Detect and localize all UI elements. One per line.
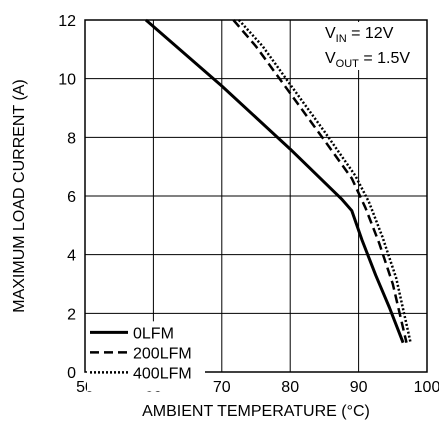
annotation-vout: VOUT = 1.5V: [325, 50, 410, 70]
y-tick-label-2: 2: [67, 306, 76, 323]
y-axis-label: MAXIMUM LOAD CURRENT (A): [11, 79, 28, 313]
series-line-0lfm: [144, 18, 405, 344]
x-tick-label-80: 80: [281, 379, 299, 396]
y-tick-label-8: 8: [67, 130, 76, 147]
series-layer: [144, 18, 412, 344]
x-tick-label-70: 70: [213, 379, 231, 396]
y-tick-label-10: 10: [58, 72, 76, 89]
annotation-vin: VIN = 12V: [325, 25, 394, 45]
x-axis-label: AMBIENT TEMPERATURE (°C): [142, 403, 370, 420]
y-tick-label-12: 12: [58, 13, 76, 30]
series-line-200lfm: [232, 19, 408, 343]
y-tick-label-0: 0: [67, 365, 76, 382]
legend-label-400lfm: 400LFM: [133, 365, 192, 382]
x-tick-label-100: 100: [414, 379, 439, 396]
grid: [85, 20, 427, 372]
legend: 0LFM 200LFM 400LFM: [87, 321, 205, 392]
legend-label-0lfm: 0LFM: [133, 325, 174, 342]
legend-label-200lfm: 200LFM: [133, 345, 192, 362]
plot-frame: [84, 19, 428, 373]
x-tick-label-90: 90: [350, 379, 368, 396]
y-tick-label-4: 4: [67, 248, 76, 265]
annotation-background: [318, 22, 424, 70]
y-tick-label-6: 6: [67, 189, 76, 206]
conditions-annotation: VIN = 12V VOUT = 1.5V: [318, 22, 424, 70]
